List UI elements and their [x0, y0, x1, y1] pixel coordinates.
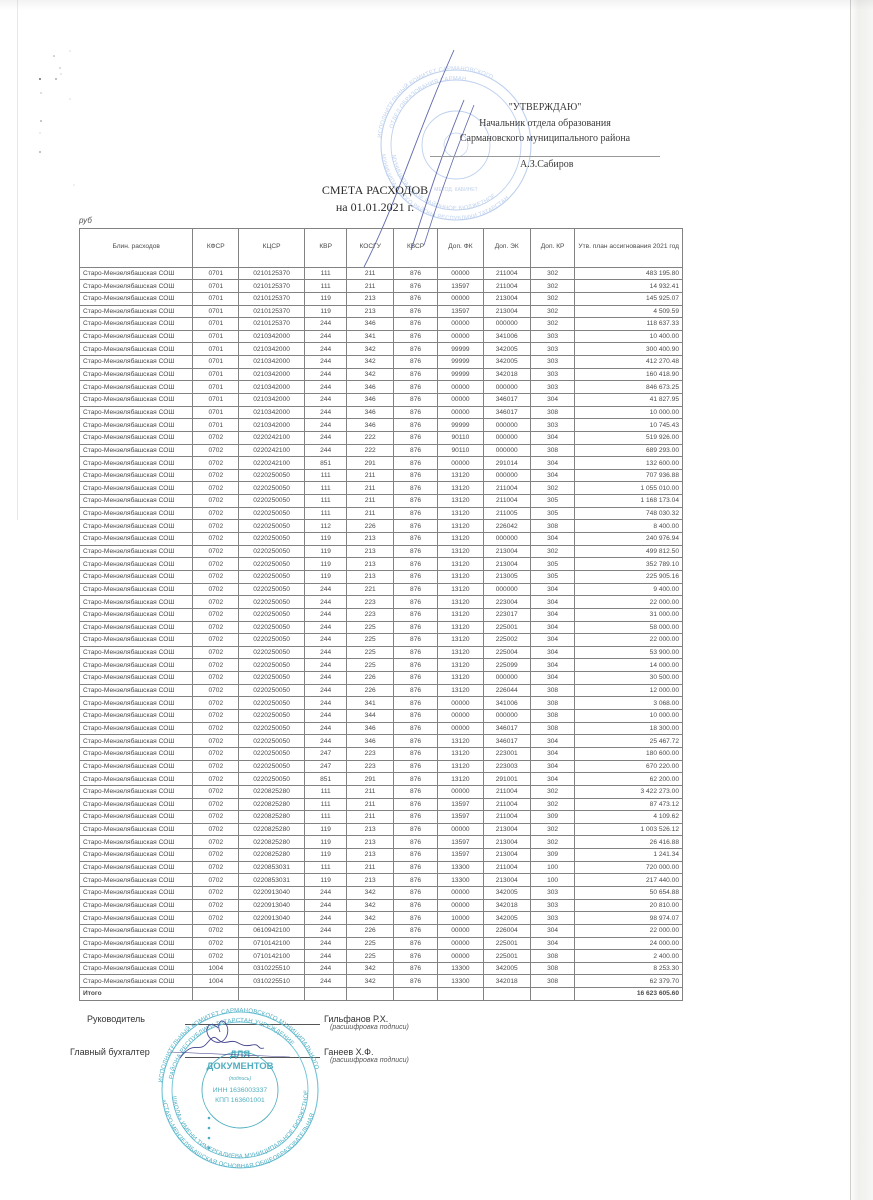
svg-text:(подпись): (подпись) [229, 1076, 252, 1082]
svg-text:ИНН 1636003337: ИНН 1636003337 [213, 1087, 268, 1094]
svg-text:ДОКУМЕНТОВ: ДОКУМЕНТОВ [206, 1061, 273, 1072]
svg-text:КПП 163601001: КПП 163601001 [215, 1097, 265, 1104]
